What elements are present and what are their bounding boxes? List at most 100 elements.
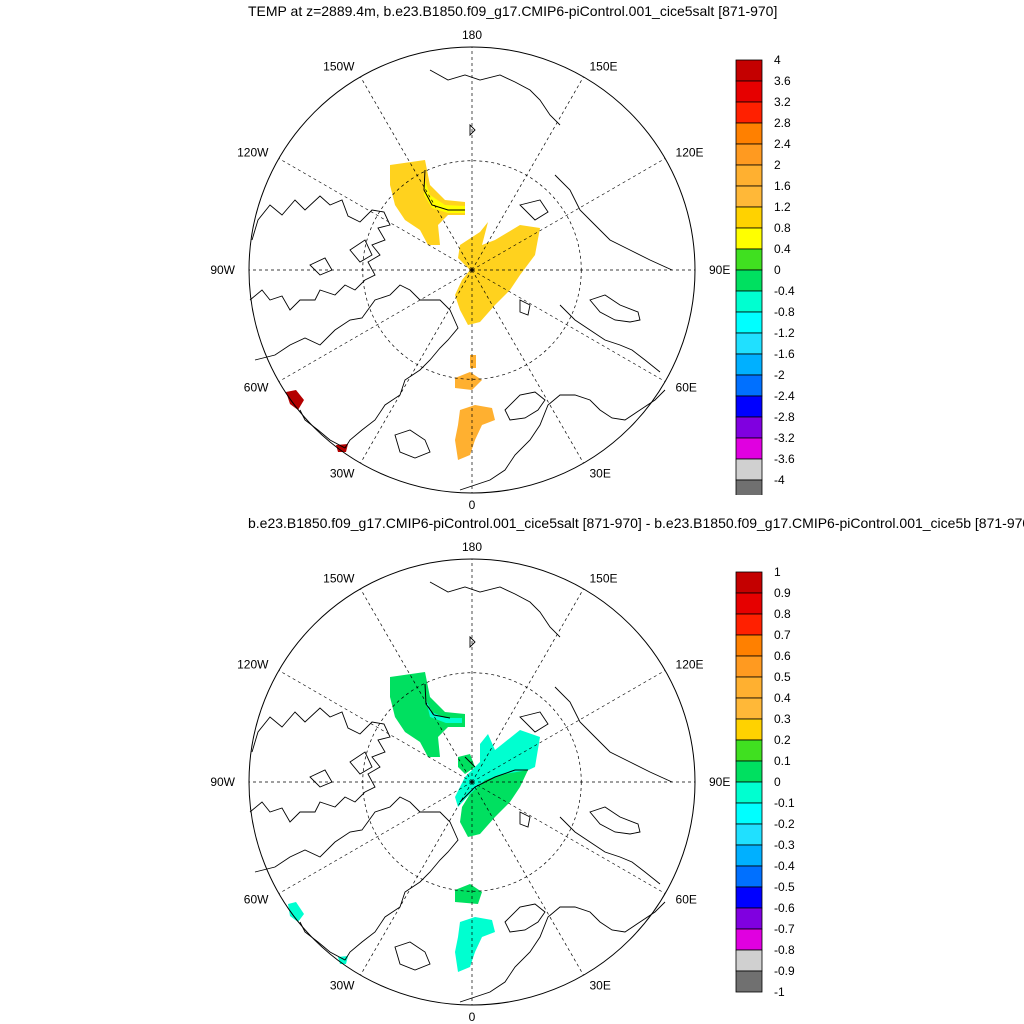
lon-label: 60W — [244, 381, 269, 395]
field-green-beaufort — [390, 672, 465, 757]
meridian-line — [360, 76, 473, 271]
colorbar-label: 0.2 — [774, 733, 791, 747]
colorbar-swatch — [735, 80, 763, 103]
lon-label: 120E — [676, 146, 704, 160]
colorbar-label: -2.8 — [774, 410, 795, 424]
lon-label: 0 — [469, 498, 476, 512]
lon-label: 60W — [244, 893, 269, 907]
panel-2-title: b.e23.B1850.f09_g17.CMIP6-piControl.001_… — [248, 515, 1024, 531]
meridian-line — [278, 781, 473, 894]
colorbar-swatch — [735, 353, 763, 376]
colorbar-swatch — [735, 655, 763, 678]
colorbar-swatch — [735, 437, 763, 460]
map-boundary — [248, 558, 696, 1006]
colorbar-swatch — [735, 739, 763, 762]
colorbar-label: 0.4 — [774, 691, 791, 705]
lon-label: 90W — [210, 775, 235, 789]
lon-labels: 180 150E 120E 90E 60E 30E 0 30W 60W 90W 120W 150W — [210, 540, 730, 1024]
colorbar-swatch — [735, 802, 763, 825]
colorbar-swatch — [735, 227, 763, 250]
contour-line-3 — [459, 769, 528, 803]
polar-map-2: 180 150E 120E 90E 60E 30E 0 30W 60W 90W 120W 150W — [210, 540, 730, 1024]
lon-label: 60E — [676, 381, 697, 395]
meridian-line — [471, 269, 584, 464]
panel-1-title: TEMP at z=2889.4m, b.e23.B1850.f09_g17.C… — [248, 3, 778, 19]
meridian-line — [471, 76, 584, 271]
field-yellow-central — [455, 222, 540, 325]
lon-label: 180 — [462, 28, 482, 42]
colorbar-swatch — [735, 844, 763, 867]
field-yellow-beaufort — [390, 160, 465, 245]
colorbar-swatch — [735, 206, 763, 229]
colorbar-label: -1.2 — [774, 326, 795, 340]
colorbar-label: -1 — [774, 985, 785, 999]
lon-label: 120W — [237, 146, 269, 160]
colorbar-label: -2 — [774, 368, 785, 382]
polar-map-1: 180 150E 120E 90E 60E 30E 0 30W 60W 90W 120W 150W — [210, 28, 730, 512]
colorbar-label: -3.6 — [774, 452, 795, 466]
field-orange-3 — [455, 405, 495, 460]
colorbar-swatch — [735, 634, 763, 657]
lon-label: 150E — [590, 571, 618, 585]
field-green-small — [458, 754, 475, 774]
colorbar-swatch — [735, 886, 763, 909]
lon-label: 150W — [323, 59, 355, 73]
colorbar-swatch — [735, 907, 763, 930]
lon-label: 60E — [676, 893, 697, 907]
meridian-line — [471, 781, 666, 894]
colorbar-swatch — [735, 290, 763, 313]
lon-label: 90E — [709, 775, 730, 789]
colorbar-label: 0.8 — [774, 607, 791, 621]
colorbar-swatch — [735, 374, 763, 397]
colorbar-label: 2 — [774, 158, 781, 172]
colorbar-label: -3.2 — [774, 431, 795, 445]
lon-label: 90E — [709, 263, 730, 277]
coastlines — [249, 69, 673, 491]
lon-label: 30W — [330, 467, 355, 481]
colorbar-swatch — [735, 59, 763, 82]
colorbar-label: -0.8 — [774, 305, 795, 319]
lon-labels: 180 150E 120E 90E 60E 30E 0 30W 60W 90W 120W 150W — [210, 28, 730, 512]
colorbar-swatch — [735, 143, 763, 166]
coastlines — [249, 581, 673, 1003]
colorbar-label: 0.6 — [774, 649, 791, 663]
colorbar-swatch — [735, 479, 763, 495]
colorbar-swatch — [735, 928, 763, 951]
field-red-1 — [286, 390, 304, 410]
contour-line-2 — [424, 683, 451, 719]
field-red-2 — [336, 444, 348, 452]
colorbar-label: -0.5 — [774, 880, 795, 894]
field-green-central — [460, 770, 528, 837]
graticule — [249, 47, 695, 493]
colorbar-label: 1 — [774, 567, 781, 579]
colorbar-label: 0.7 — [774, 628, 791, 642]
colorbar-label: 0.3 — [774, 712, 791, 726]
meridian-line — [278, 158, 473, 271]
meridian-line — [360, 269, 473, 464]
colorbar-label: -0.9 — [774, 964, 795, 978]
colorbar-swatch — [735, 676, 763, 699]
colorbar-label: -2.4 — [774, 389, 795, 403]
colorbar-label: -1.6 — [774, 347, 795, 361]
field-cyan-spot-1 — [288, 902, 304, 922]
contour-line-4 — [464, 756, 476, 768]
colorbar-label: -4 — [774, 473, 785, 487]
colorbar-swatch — [735, 248, 763, 271]
colorbar-1: 4 3.6 3.2 2.8 2.4 2 1.6 1.2 0.8 0.4 0 -0.4 -0.8 -1.2 -… — [735, 55, 795, 495]
anomaly-fields — [286, 160, 540, 460]
colorbar-label: -0.4 — [774, 859, 795, 873]
colorbar-swatch — [735, 185, 763, 208]
colorbar-swatch — [735, 697, 763, 720]
colorbar-label: 3.2 — [774, 95, 791, 109]
colorbar-swatch — [735, 458, 763, 481]
colorbar-swatch — [735, 592, 763, 615]
field-orange-2 — [470, 355, 476, 368]
colorbar-label: -0.3 — [774, 838, 795, 852]
colorbar-label: 0.1 — [774, 754, 791, 768]
meridian-line — [360, 588, 473, 783]
colorbar-swatch — [735, 416, 763, 439]
colorbar-label: -0.6 — [774, 901, 795, 915]
lon-label: 180 — [462, 540, 482, 554]
field-green-atlantic — [455, 884, 482, 904]
meridian-line — [360, 781, 473, 976]
